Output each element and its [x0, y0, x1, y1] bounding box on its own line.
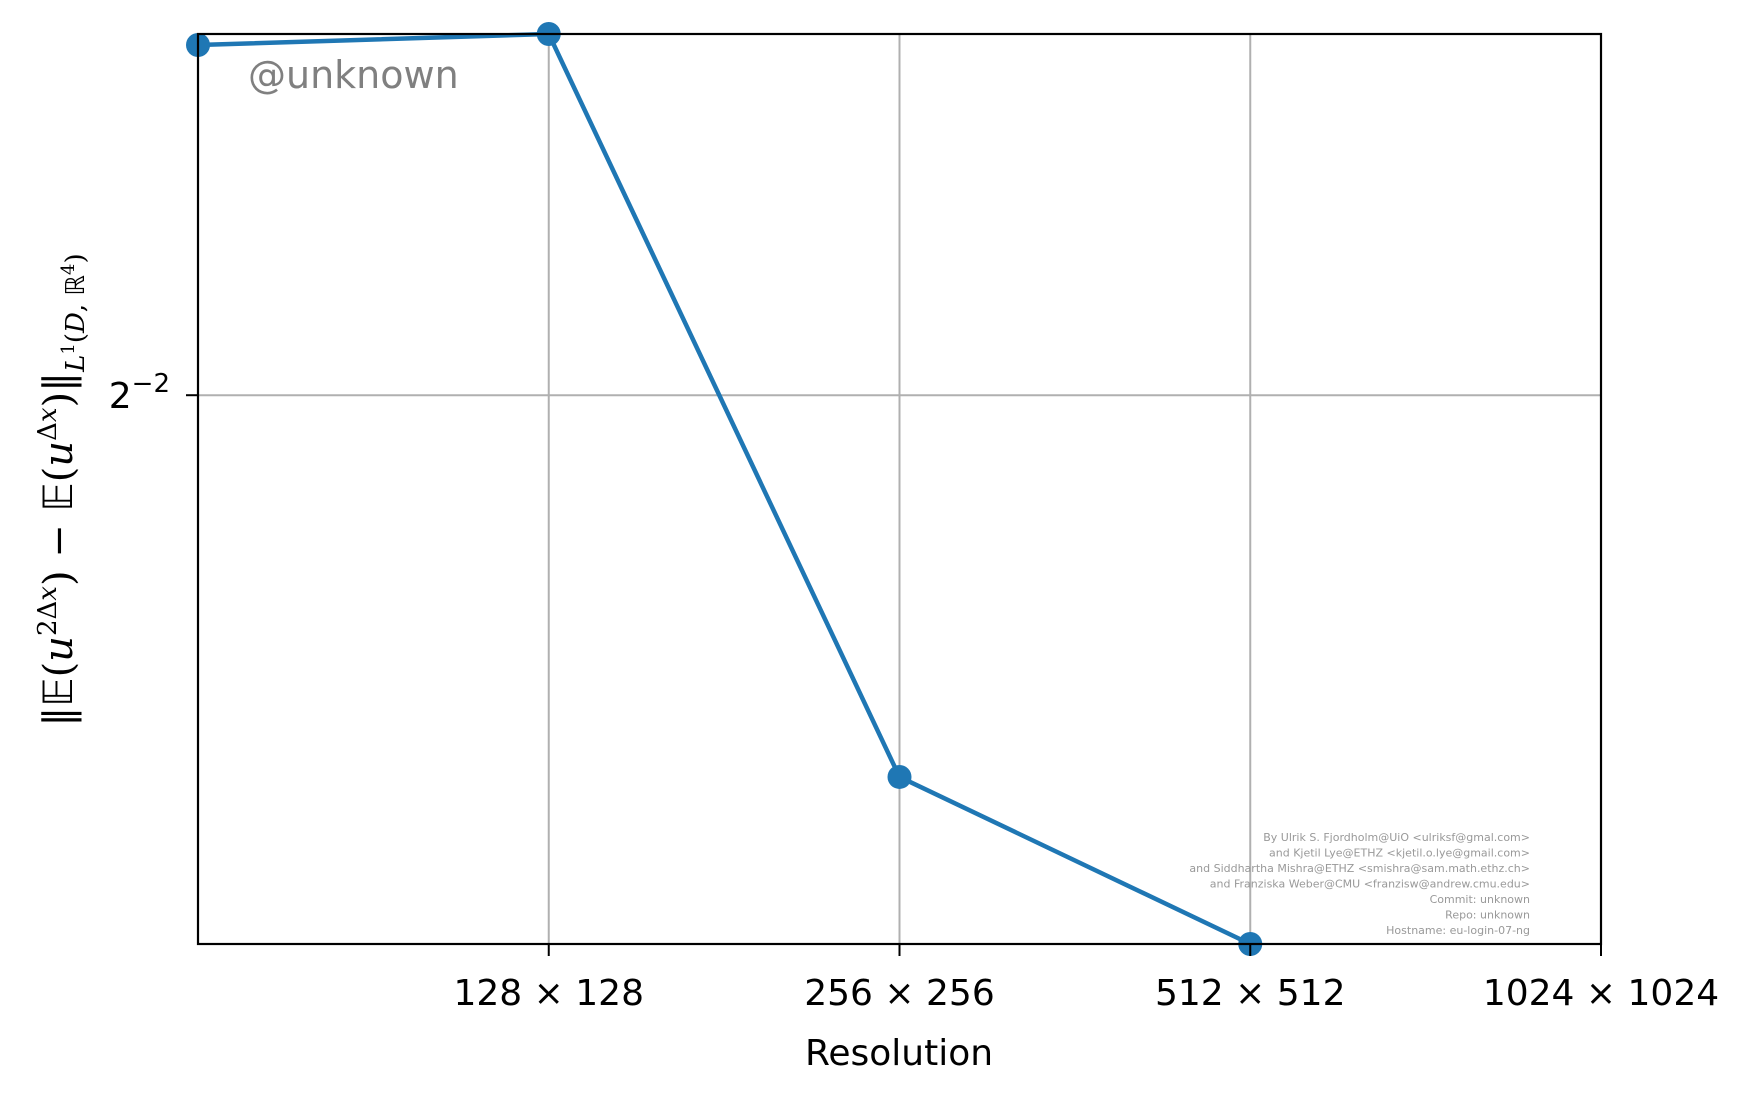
- x-tick-label: 1024 × 1024: [1483, 973, 1719, 1014]
- series-line: [197, 31, 1252, 947]
- credits-line: Commit: unknown: [1430, 893, 1530, 906]
- y-tick-label: 2−2: [109, 369, 170, 417]
- series-group: [186, 22, 1263, 956]
- credits-line: Hostname: eu-login-07-ng: [1386, 924, 1530, 937]
- x-tick-label: 256 × 256: [804, 973, 994, 1014]
- credits-line: and Siddhartha Mishra@ETHZ <smishra@sam.…: [1189, 862, 1530, 875]
- x-tick-label: 512 × 512: [1155, 973, 1345, 1014]
- watermark: @unknown: [248, 53, 459, 97]
- credits-line: and Kjetil Lye@ETHZ <kjetil.o.lye@gmail.…: [1269, 847, 1530, 860]
- x-axis-label: Resolution: [805, 1033, 993, 1074]
- data-point: [887, 764, 912, 789]
- y-axis-label: ‖𝔼(u2Δx) − 𝔼(uΔx)‖L1(D, ℝ4): [33, 253, 91, 726]
- ticks: 128 × 128 256 × 256 512 × 512 1024 × 1024 2−…: [109, 369, 1719, 1014]
- credits-line: Repo: unknown: [1445, 909, 1530, 922]
- x-tick-label: 128 × 128: [454, 973, 644, 1014]
- credits-line: By Ulrik S. Fjordholm@UiO <ulriksf@gmal.…: [1263, 831, 1530, 844]
- svg-text:‖𝔼(u2Δx) − 𝔼(uΔx)‖L1(D, ℝ4): ‖𝔼(u2Δx) − 𝔼(uΔx)‖L1(D, ℝ4): [33, 253, 91, 726]
- credits-block: By Ulrik S. Fjordholm@UiO <ulriksf@gmal.…: [1189, 831, 1530, 937]
- credits-line: and Franziska Weber@CMU <franzisw@andrew…: [1210, 878, 1530, 891]
